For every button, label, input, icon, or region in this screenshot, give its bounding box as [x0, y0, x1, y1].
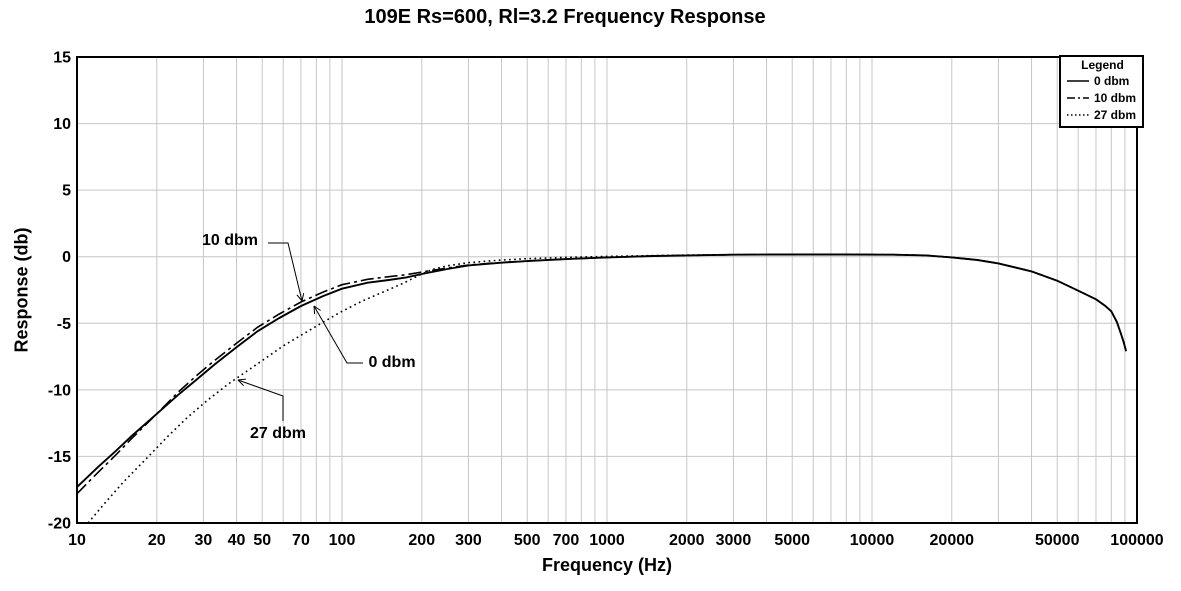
annotation-arrowhead	[301, 293, 305, 302]
annotation-label-10dbm: 10 dbm	[201, 232, 259, 249]
solid-line-icon	[1067, 79, 1089, 82]
annotation-label-0dbm: 0 dbm	[368, 354, 416, 371]
x-tick-label: 100000	[1110, 532, 1163, 549]
x-tick-label: 5000	[774, 532, 810, 549]
x-tick-label: 2000	[669, 532, 705, 549]
x-tick-label: 500	[514, 532, 541, 549]
legend-title: Legend	[1081, 58, 1124, 72]
x-tick-label: 20000	[930, 532, 975, 549]
y-tick-label: -15	[48, 449, 71, 466]
legend-entry: 27 dbm	[1066, 106, 1139, 123]
y-tick-label: 10	[53, 116, 71, 133]
legend: Legend 0 dbm 10 dbm 27 dbm	[1059, 55, 1144, 128]
annotation-arrow	[313, 305, 363, 364]
legend-entry-label: 0 dbm	[1094, 73, 1130, 88]
x-tick-label: 10	[68, 532, 86, 549]
curve-10-dbm	[76, 253, 1127, 495]
legend-entry-label: 10 dbm	[1094, 90, 1137, 105]
x-tick-label: 200	[408, 532, 435, 549]
legend-entry-label: 27 dbm	[1094, 107, 1137, 122]
curve-0-dbm	[76, 253, 1128, 488]
y-tick-label: 0	[62, 249, 71, 266]
dash-dot-line-icon	[1067, 96, 1089, 99]
x-tick-label: 3000	[716, 532, 752, 549]
dotted-line-icon	[1067, 113, 1089, 116]
x-tick-label: 1000	[589, 532, 625, 549]
plot-frame	[76, 56, 1138, 524]
annotation-arrowhead	[313, 305, 316, 315]
x-tick-label: 20	[148, 532, 166, 549]
x-tick-label: 50000	[1035, 532, 1080, 549]
annotation-arrow	[268, 242, 303, 302]
x-tick-label: 100	[329, 532, 356, 549]
x-tick-label: 70	[292, 532, 310, 549]
annotation-arrowhead	[237, 379, 244, 387]
x-tick-label: 50	[253, 532, 271, 549]
annotation-label-27dbm: 27 dbm	[249, 425, 307, 442]
legend-entry: 0 dbm	[1066, 72, 1139, 89]
x-tick-label: 700	[553, 532, 580, 549]
x-tick-label: 10000	[850, 532, 895, 549]
x-tick-label: 30	[195, 532, 213, 549]
x-tick-label: 40	[228, 532, 246, 549]
chart-title: 109E Rs=600, Rl=3.2 Frequency Response	[364, 6, 766, 28]
y-tick-label: -5	[57, 316, 71, 333]
x-axis-label: Frequency (Hz)	[541, 555, 673, 575]
y-tick-label: -20	[48, 516, 71, 533]
curve-27-dbm	[87, 253, 1127, 524]
annotation-arrow	[237, 379, 284, 421]
y-axis-label: Response (db)	[11, 227, 32, 353]
y-tick-label: -10	[48, 382, 71, 399]
x-tick-label: 300	[455, 532, 482, 549]
y-tick-label: 5	[62, 183, 71, 200]
y-tick-label: 15	[53, 50, 71, 67]
legend-entry: 10 dbm	[1066, 89, 1139, 106]
annotation-arrowhead	[313, 305, 321, 311]
annotation-arrowhead	[296, 294, 303, 302]
annotation-arrowhead	[237, 378, 247, 381]
